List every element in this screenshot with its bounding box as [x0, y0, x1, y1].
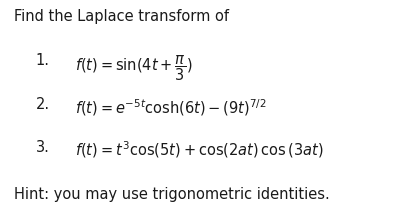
Text: 3.: 3.	[36, 140, 50, 155]
Text: Find the Laplace transform of: Find the Laplace transform of	[14, 9, 229, 24]
Text: $f(t) = t^3\mathrm{cos}(5t) + \mathrm{cos}(2at)\,\mathrm{cos}\,(3at)$: $f(t) = t^3\mathrm{cos}(5t) + \mathrm{co…	[75, 140, 324, 160]
Text: Hint: you may use trigonometric identities.: Hint: you may use trigonometric identiti…	[14, 187, 329, 202]
Text: 1.: 1.	[36, 53, 50, 68]
Text: $f(t) = \mathrm{sin}(4t +\dfrac{\pi}{3})$: $f(t) = \mathrm{sin}(4t +\dfrac{\pi}{3})…	[75, 53, 193, 83]
Text: $f(t) = e^{-5t}\mathrm{cosh}(6t) - (9t)^{7/2}$: $f(t) = e^{-5t}\mathrm{cosh}(6t) - (9t)^…	[75, 97, 267, 118]
Text: 2.: 2.	[36, 97, 50, 112]
